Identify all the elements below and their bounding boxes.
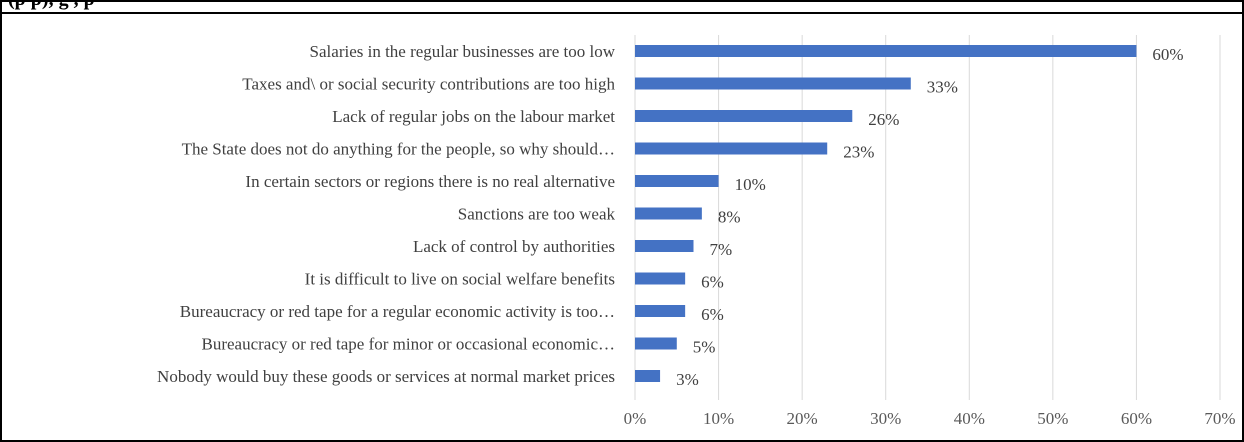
x-tick-label: 60% (1121, 409, 1152, 428)
data-label: 8% (718, 208, 741, 227)
category-label: In certain sectors or regions there is n… (245, 172, 615, 191)
category-label: Salaries in the regular businesses are t… (310, 42, 616, 61)
category-label: Sanctions are too weak (458, 205, 616, 224)
data-label: 23% (843, 143, 874, 162)
x-tick-label: 70% (1204, 409, 1235, 428)
data-label: 26% (868, 110, 899, 129)
category-label: Bureaucracy or red tape for minor or occ… (202, 335, 616, 354)
bars (635, 45, 1137, 382)
category-label: Nobody would buy these goods or services… (157, 367, 615, 386)
bar (635, 240, 694, 252)
bar (635, 337, 677, 350)
category-label: Lack of regular jobs on the labour marke… (332, 107, 615, 126)
x-tick-label: 10% (703, 409, 734, 428)
data-label: 6% (701, 305, 724, 324)
bar (635, 45, 1137, 57)
bar (635, 77, 911, 90)
data-label: 60% (1152, 45, 1183, 64)
bar (635, 142, 828, 155)
x-tick-label: 0% (624, 409, 647, 428)
cropped-title: (p p), g , p (8, 0, 95, 12)
category-labels: Salaries in the regular businesses are t… (157, 42, 616, 386)
x-tick-label: 50% (1037, 409, 1068, 428)
x-tick-label: 40% (954, 409, 985, 428)
bar (635, 370, 661, 382)
x-tick-label: 30% (870, 409, 901, 428)
bar (635, 272, 686, 285)
category-label: The State does not do anything for the p… (182, 140, 615, 159)
category-label: Lack of control by authorities (413, 237, 615, 256)
data-label: 7% (710, 240, 733, 259)
bar (635, 207, 702, 220)
bar (635, 110, 853, 122)
data-label: 10% (735, 175, 766, 194)
data-label: 33% (927, 78, 958, 97)
bar (635, 175, 719, 187)
data-label: 5% (693, 338, 716, 357)
data-labels: 60% 33% 26% 23% 10% 8% 7% 6% 6% 5% 3% (676, 45, 1184, 389)
category-label: Taxes and\ or social security contributi… (242, 75, 615, 94)
category-label: It is difficult to live on social welfar… (305, 270, 615, 289)
x-axis-ticks: 0% 10% 20% 30% 40% 50% 60% 70% (624, 409, 1236, 428)
bar (635, 305, 686, 317)
category-label: Bureaucracy or red tape for a regular ec… (180, 302, 615, 321)
x-tick-label: 20% (787, 409, 818, 428)
data-label: 6% (701, 273, 724, 292)
data-label: 3% (676, 370, 699, 389)
